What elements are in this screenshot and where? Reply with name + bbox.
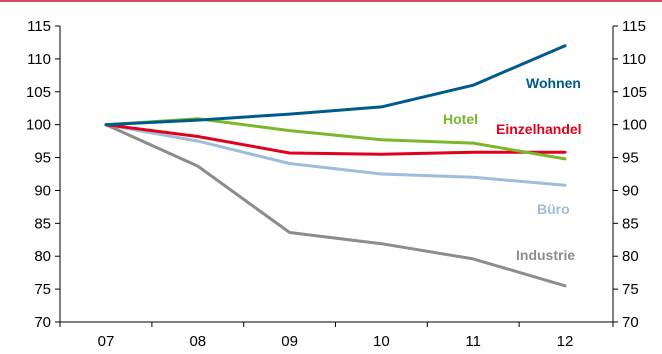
- x-tick-label: 07: [98, 333, 115, 350]
- series-label-wohnen: Wohnen: [526, 75, 581, 91]
- left-y-tick-label: 70: [34, 314, 51, 331]
- left-y-tick-label: 110: [27, 51, 51, 68]
- x-axis-ticks: 07 08 09 10 11 12: [59, 322, 614, 350]
- right-y-tick-label: 105: [622, 84, 647, 101]
- axes: [59, 26, 614, 323]
- series-line-einzelhandel: [104, 123, 567, 156]
- right-y-tick-label: 110: [622, 51, 646, 68]
- x-tick-label: 09: [281, 333, 298, 350]
- right-y-tick-label: 100: [622, 117, 647, 134]
- series-line-wohnen: [104, 44, 567, 127]
- series-labels: Wohnen Hotel Einzelhandel Büro Industrie: [443, 75, 582, 263]
- right-y-tick-label: 85: [622, 215, 639, 232]
- series-line-industrie: [104, 123, 567, 288]
- left-y-tick-label: 75: [34, 281, 51, 298]
- left-y-axis-ticks: 70 75 80 85 90 95 100 105 110 115: [26, 18, 60, 331]
- x-tick-label: 08: [189, 333, 206, 350]
- x-tick-label: 10: [373, 333, 390, 350]
- left-y-tick-label: 95: [34, 150, 51, 167]
- series-line-büro: [104, 123, 567, 187]
- right-y-tick-label: 90: [622, 182, 639, 199]
- left-y-tick-label: 105: [26, 84, 51, 101]
- series-label-einzelhandel: Einzelhandel: [496, 121, 582, 137]
- x-tick-label: 11: [465, 333, 481, 350]
- left-y-tick-label: 100: [26, 117, 51, 134]
- left-y-tick-label: 90: [34, 182, 51, 199]
- left-y-tick-label: 80: [34, 248, 51, 265]
- series-label-büro: Büro: [537, 201, 570, 217]
- series-label-industrie: Industrie: [516, 247, 575, 263]
- series-label-hotel: Hotel: [443, 111, 478, 127]
- x-tick-label: 12: [557, 333, 574, 350]
- right-y-axis-ticks: 70 75 80 85 90 95 100 105 110 115: [613, 18, 647, 331]
- right-y-tick-label: 75: [622, 281, 639, 298]
- right-y-tick-label: 115: [622, 18, 646, 35]
- series-lines: [104, 44, 567, 288]
- left-y-tick-label: 115: [27, 18, 51, 35]
- right-y-tick-label: 95: [622, 150, 639, 167]
- right-y-tick-label: 80: [622, 248, 639, 265]
- right-y-tick-label: 70: [622, 314, 639, 331]
- left-y-tick-label: 85: [34, 215, 51, 232]
